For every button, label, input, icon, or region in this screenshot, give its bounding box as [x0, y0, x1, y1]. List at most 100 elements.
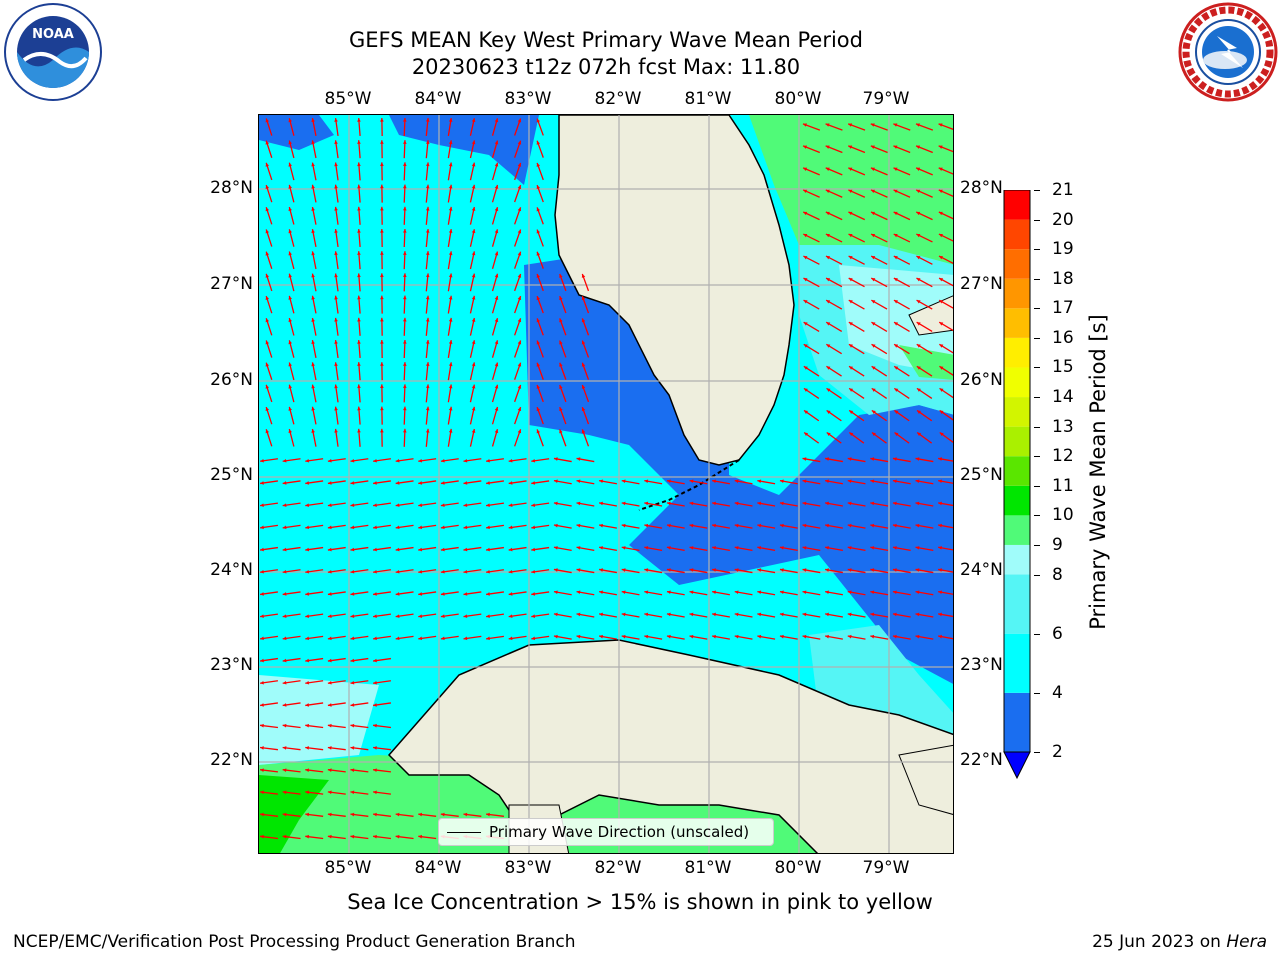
wave-direction-arrowhead	[917, 410, 921, 414]
colorbar-tick-label: 20	[1052, 209, 1074, 230]
wave-direction-arrowhead	[305, 592, 310, 596]
wave-direction-arrowhead	[536, 162, 541, 167]
wave-direction-arrowhead	[517, 162, 522, 167]
wave-direction-arrowhead	[825, 145, 830, 149]
wave-direction-arrowhead	[576, 523, 581, 528]
wave-direction-arrowhead	[938, 568, 942, 572]
wave-direction-arrowhead	[757, 479, 762, 484]
wave-direction-arrowhead	[305, 614, 310, 618]
wave-direction-arrowhead	[916, 211, 921, 216]
wave-direction-arrowhead	[517, 185, 522, 190]
wave-direction-arrowhead	[373, 569, 377, 574]
wave-direction-arrowhead	[418, 503, 423, 507]
wave-direction-arrowhead	[418, 592, 423, 596]
wave-direction-arrowhead	[260, 703, 264, 707]
wave-direction-arrowhead	[305, 481, 310, 485]
wave-direction-arrowhead	[915, 590, 920, 595]
wave-direction-arrowhead	[848, 189, 853, 194]
colorbar-tick-label: 15	[1052, 357, 1074, 378]
wave-direction-arrowhead	[311, 251, 315, 256]
colorbar-band	[1004, 692, 1030, 752]
wave-direction-arrowhead	[517, 384, 522, 389]
wave-direction-arrowhead	[531, 614, 536, 618]
wave-direction-arrowhead	[871, 344, 876, 348]
wave-direction-arrowhead	[494, 251, 499, 256]
wave-direction-arrowhead	[282, 834, 287, 839]
wave-direction-arrowhead	[418, 812, 423, 817]
wave-direction-arrowhead	[265, 162, 270, 167]
wave-direction-arrowhead	[871, 233, 876, 238]
wave-direction-arrowhead	[531, 503, 536, 507]
wave-direction-arrowhead	[508, 569, 513, 574]
wave-direction-arrowhead	[403, 384, 407, 389]
lat-tick-left: 28°N	[210, 178, 253, 198]
wave-direction-arrowhead	[576, 612, 581, 617]
wave-direction-arrowhead	[893, 256, 898, 260]
lat-tick-right: 26°N	[960, 370, 1003, 390]
wave-direction-arrowhead	[553, 546, 558, 550]
wave-direction-arrowhead	[471, 362, 476, 367]
wave-direction-arrowhead	[380, 273, 384, 277]
wave-direction-arrowhead	[757, 590, 762, 595]
colorbar-band	[1004, 367, 1030, 398]
wave-direction-arrowhead	[576, 501, 581, 506]
wave-direction-arrowhead	[265, 407, 270, 411]
lon-tick-bottom: 83°W	[504, 858, 552, 878]
wave-direction-arrowhead	[305, 812, 310, 817]
wave-direction-arrowhead	[305, 503, 310, 507]
wave-direction-arrowhead	[357, 340, 361, 344]
wave-direction-arrowhead	[463, 636, 468, 641]
wave-direction-arrowhead	[825, 634, 829, 639]
colorbar-band	[1004, 574, 1030, 634]
wave-direction-arrowhead	[440, 614, 445, 618]
colorbar-tick-label: 10	[1052, 505, 1074, 526]
colorbar-tick-mark	[1034, 515, 1040, 517]
wave-direction-arrowhead	[508, 592, 513, 596]
wave-direction-arrowhead	[357, 384, 361, 389]
wave-direction-arrowhead	[621, 590, 626, 595]
wave-direction-arrowhead	[938, 457, 942, 461]
wave-direction-arrowhead	[440, 569, 445, 574]
wave-direction-arrowhead	[327, 547, 332, 552]
wave-direction-arrowhead	[357, 206, 361, 211]
wave-direction-arrowhead	[849, 388, 854, 392]
wave-direction-arrowhead	[893, 300, 898, 304]
wave-direction-arrowhead	[825, 256, 830, 260]
lon-tick-top: 80°W	[774, 89, 822, 109]
wave-direction-arrowhead	[802, 123, 807, 127]
wave-direction-arrowhead	[380, 317, 384, 322]
colorbar-tick-mark	[1034, 219, 1040, 221]
wave-direction-arrowhead	[531, 458, 536, 463]
wave-direction-arrowhead	[517, 273, 522, 278]
wave-direction-arrowhead	[802, 479, 807, 484]
wave-direction-arrowhead	[848, 300, 853, 304]
wave-direction-arrowhead	[486, 547, 490, 552]
colorbar-tick-mark	[1034, 692, 1040, 694]
wave-direction-arrowhead	[425, 273, 430, 278]
wave-direction-arrowhead	[334, 251, 338, 256]
wave-direction-arrowhead	[938, 590, 942, 595]
wave-direction-arrowhead	[282, 658, 287, 663]
wave-direction-arrowhead	[894, 344, 899, 348]
wave-direction-arrowhead	[425, 340, 430, 344]
wave-direction-arrowhead	[380, 229, 384, 233]
lon-tick-bottom: 84°W	[414, 858, 462, 878]
colorbar-tick-mark	[1034, 752, 1040, 753]
wave-direction-arrowhead	[644, 501, 649, 506]
wave-direction-arrowhead	[350, 547, 355, 552]
wave-direction-arrowhead	[915, 546, 920, 550]
wave-direction-arrowhead	[395, 592, 400, 596]
wave-direction-arrowhead	[282, 547, 287, 552]
wave-direction-arrowhead	[508, 614, 513, 618]
wave-direction-arrowhead	[870, 189, 875, 194]
wave-direction-arrowhead	[938, 501, 942, 506]
wave-direction-arrowhead	[508, 458, 513, 463]
wave-direction-arrowhead	[327, 812, 332, 817]
wave-direction-arrowhead	[373, 768, 377, 772]
wave-direction-arrowhead	[893, 189, 898, 194]
wave-direction-arrowhead	[689, 501, 694, 506]
wave-direction-arrowhead	[734, 479, 739, 484]
wave-direction-arrowhead	[448, 251, 453, 256]
wave-direction-arrowhead	[825, 612, 829, 617]
wave-direction-arrowhead	[282, 680, 287, 685]
